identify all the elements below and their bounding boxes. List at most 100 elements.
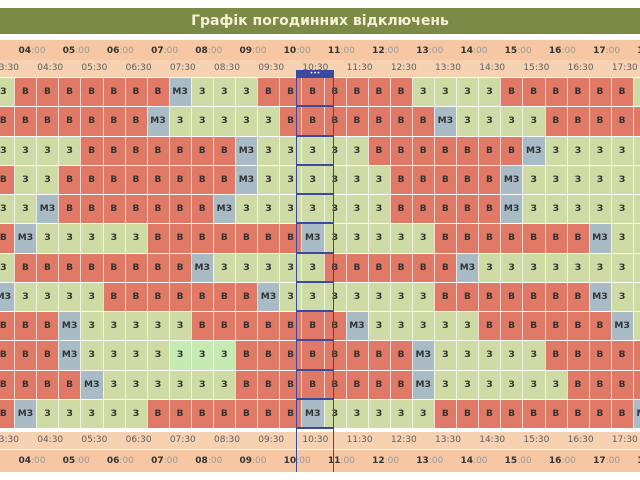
schedule-cell: З (456, 341, 479, 370)
bottom-half-1130: 11:30 (346, 435, 373, 445)
schedule-cell: В (102, 165, 126, 194)
schedule-cell: З (500, 253, 523, 282)
current-time-tick (296, 105, 334, 108)
schedule-cell: З (632, 165, 640, 194)
schedule-cell: З (80, 399, 103, 428)
schedule-cell: З (500, 107, 523, 136)
schedule-cell: МЗ (14, 224, 37, 253)
schedule-cell: З (213, 370, 236, 399)
schedule-cell: В (610, 341, 634, 370)
schedule-cell: В (301, 312, 324, 341)
schedule-cell: З (168, 107, 192, 136)
schedule-cell: В (566, 341, 590, 370)
schedule-cell: В (367, 253, 391, 282)
top-half-0630: 06:30 (125, 63, 152, 73)
schedule-cell: В (190, 136, 214, 165)
top-half-1630: 16:30 (567, 63, 594, 73)
schedule-cell: В (0, 312, 15, 341)
schedule-cell: З (102, 370, 126, 399)
top-hour-13: 13:00 (416, 46, 444, 56)
grid-separator (257, 78, 259, 429)
schedule-cell: З (411, 224, 435, 253)
schedule-cell: В (146, 224, 170, 253)
bottom-half-0530: 05:30 (81, 435, 108, 445)
top-half-0930: 09:30 (258, 63, 285, 73)
schedule-cell: В (190, 224, 214, 253)
schedule-cell: В (58, 165, 81, 194)
schedule-cell: В (588, 399, 612, 428)
schedule-cell: В (588, 341, 612, 370)
bottom-half-1530: 15:30 (523, 435, 550, 445)
schedule-cell: В (588, 370, 612, 399)
schedule-cell: З (588, 253, 612, 282)
top-hour-12: 12:00 (372, 46, 400, 56)
top-hour-18: 18:00 (635, 44, 640, 58)
schedule-cell: МЗ (588, 224, 612, 253)
schedule-cell: В (146, 253, 170, 282)
grid-separator (124, 78, 126, 429)
schedule-cell: В (323, 78, 347, 107)
schedule-cell: В (190, 195, 214, 224)
schedule-cell: В (0, 370, 15, 399)
schedule-cell: В (279, 399, 302, 428)
current-time-marker: ••• (296, 70, 334, 78)
schedule-cell: В (456, 399, 479, 428)
top-half-1230: 12:30 (390, 63, 417, 73)
schedule-cell: З (566, 165, 590, 194)
schedule-cell: МЗ (257, 282, 280, 311)
schedule-cell: В (434, 282, 457, 311)
schedule-cell: З (367, 195, 391, 224)
schedule-cell: З (367, 165, 391, 194)
grid-separator (544, 78, 546, 429)
schedule-cell: В (411, 107, 435, 136)
grid-separator (190, 78, 192, 429)
schedule-cell: В (190, 282, 214, 311)
schedule-cell: В (566, 312, 590, 341)
schedule-cell: В (632, 370, 640, 399)
schedule-cell: З (345, 399, 369, 428)
schedule-cell: З (456, 370, 479, 399)
schedule-cell: В (367, 136, 391, 165)
schedule-cell: В (411, 195, 435, 224)
schedule-cell: З (588, 195, 612, 224)
schedule-cell: В (124, 165, 148, 194)
schedule-cell: В (478, 399, 501, 428)
schedule-cell: В (345, 107, 369, 136)
schedule-cell: МЗ (58, 341, 81, 370)
schedule-cell: В (14, 312, 37, 341)
schedule-cell: З (434, 312, 457, 341)
schedule-cell: З (235, 195, 258, 224)
schedule-cell: В (544, 282, 568, 311)
grid-separator (279, 78, 281, 429)
bottom-half-1430: 14:30 (479, 435, 506, 445)
bottom-hour-10: 10:00 (283, 456, 311, 466)
schedule-cell: З (279, 253, 302, 282)
schedule-cell: МЗ (146, 107, 170, 136)
schedule-cell: В (146, 165, 170, 194)
schedule-cell: З (190, 370, 214, 399)
schedule-cell: В (257, 224, 280, 253)
schedule-cell: З (323, 399, 347, 428)
schedule-cell: З (279, 165, 302, 194)
schedule-cell: З (389, 312, 413, 341)
top-half-0330: 03:30 (0, 63, 19, 73)
schedule-cell: В (36, 78, 59, 107)
bottom-half-0930: 09:30 (258, 435, 285, 445)
schedule-cell: З (478, 78, 501, 107)
schedule-cell: З (610, 282, 634, 311)
schedule-cell: В (235, 341, 258, 370)
schedule-cell: З (478, 341, 501, 370)
grid-separator (345, 78, 347, 429)
schedule-cell: В (36, 370, 59, 399)
schedule-cell: В (146, 399, 170, 428)
schedule-cell: В (478, 136, 501, 165)
schedule-cell: З (0, 253, 15, 282)
schedule-cell: З (544, 370, 568, 399)
schedule-cell: З (389, 282, 413, 311)
schedule-cell: В (632, 341, 640, 370)
schedule-cell: В (389, 136, 413, 165)
schedule-cell: З (566, 195, 590, 224)
current-time-tick (296, 280, 334, 283)
schedule-cell: З (345, 224, 369, 253)
schedule-cell: В (257, 312, 280, 341)
